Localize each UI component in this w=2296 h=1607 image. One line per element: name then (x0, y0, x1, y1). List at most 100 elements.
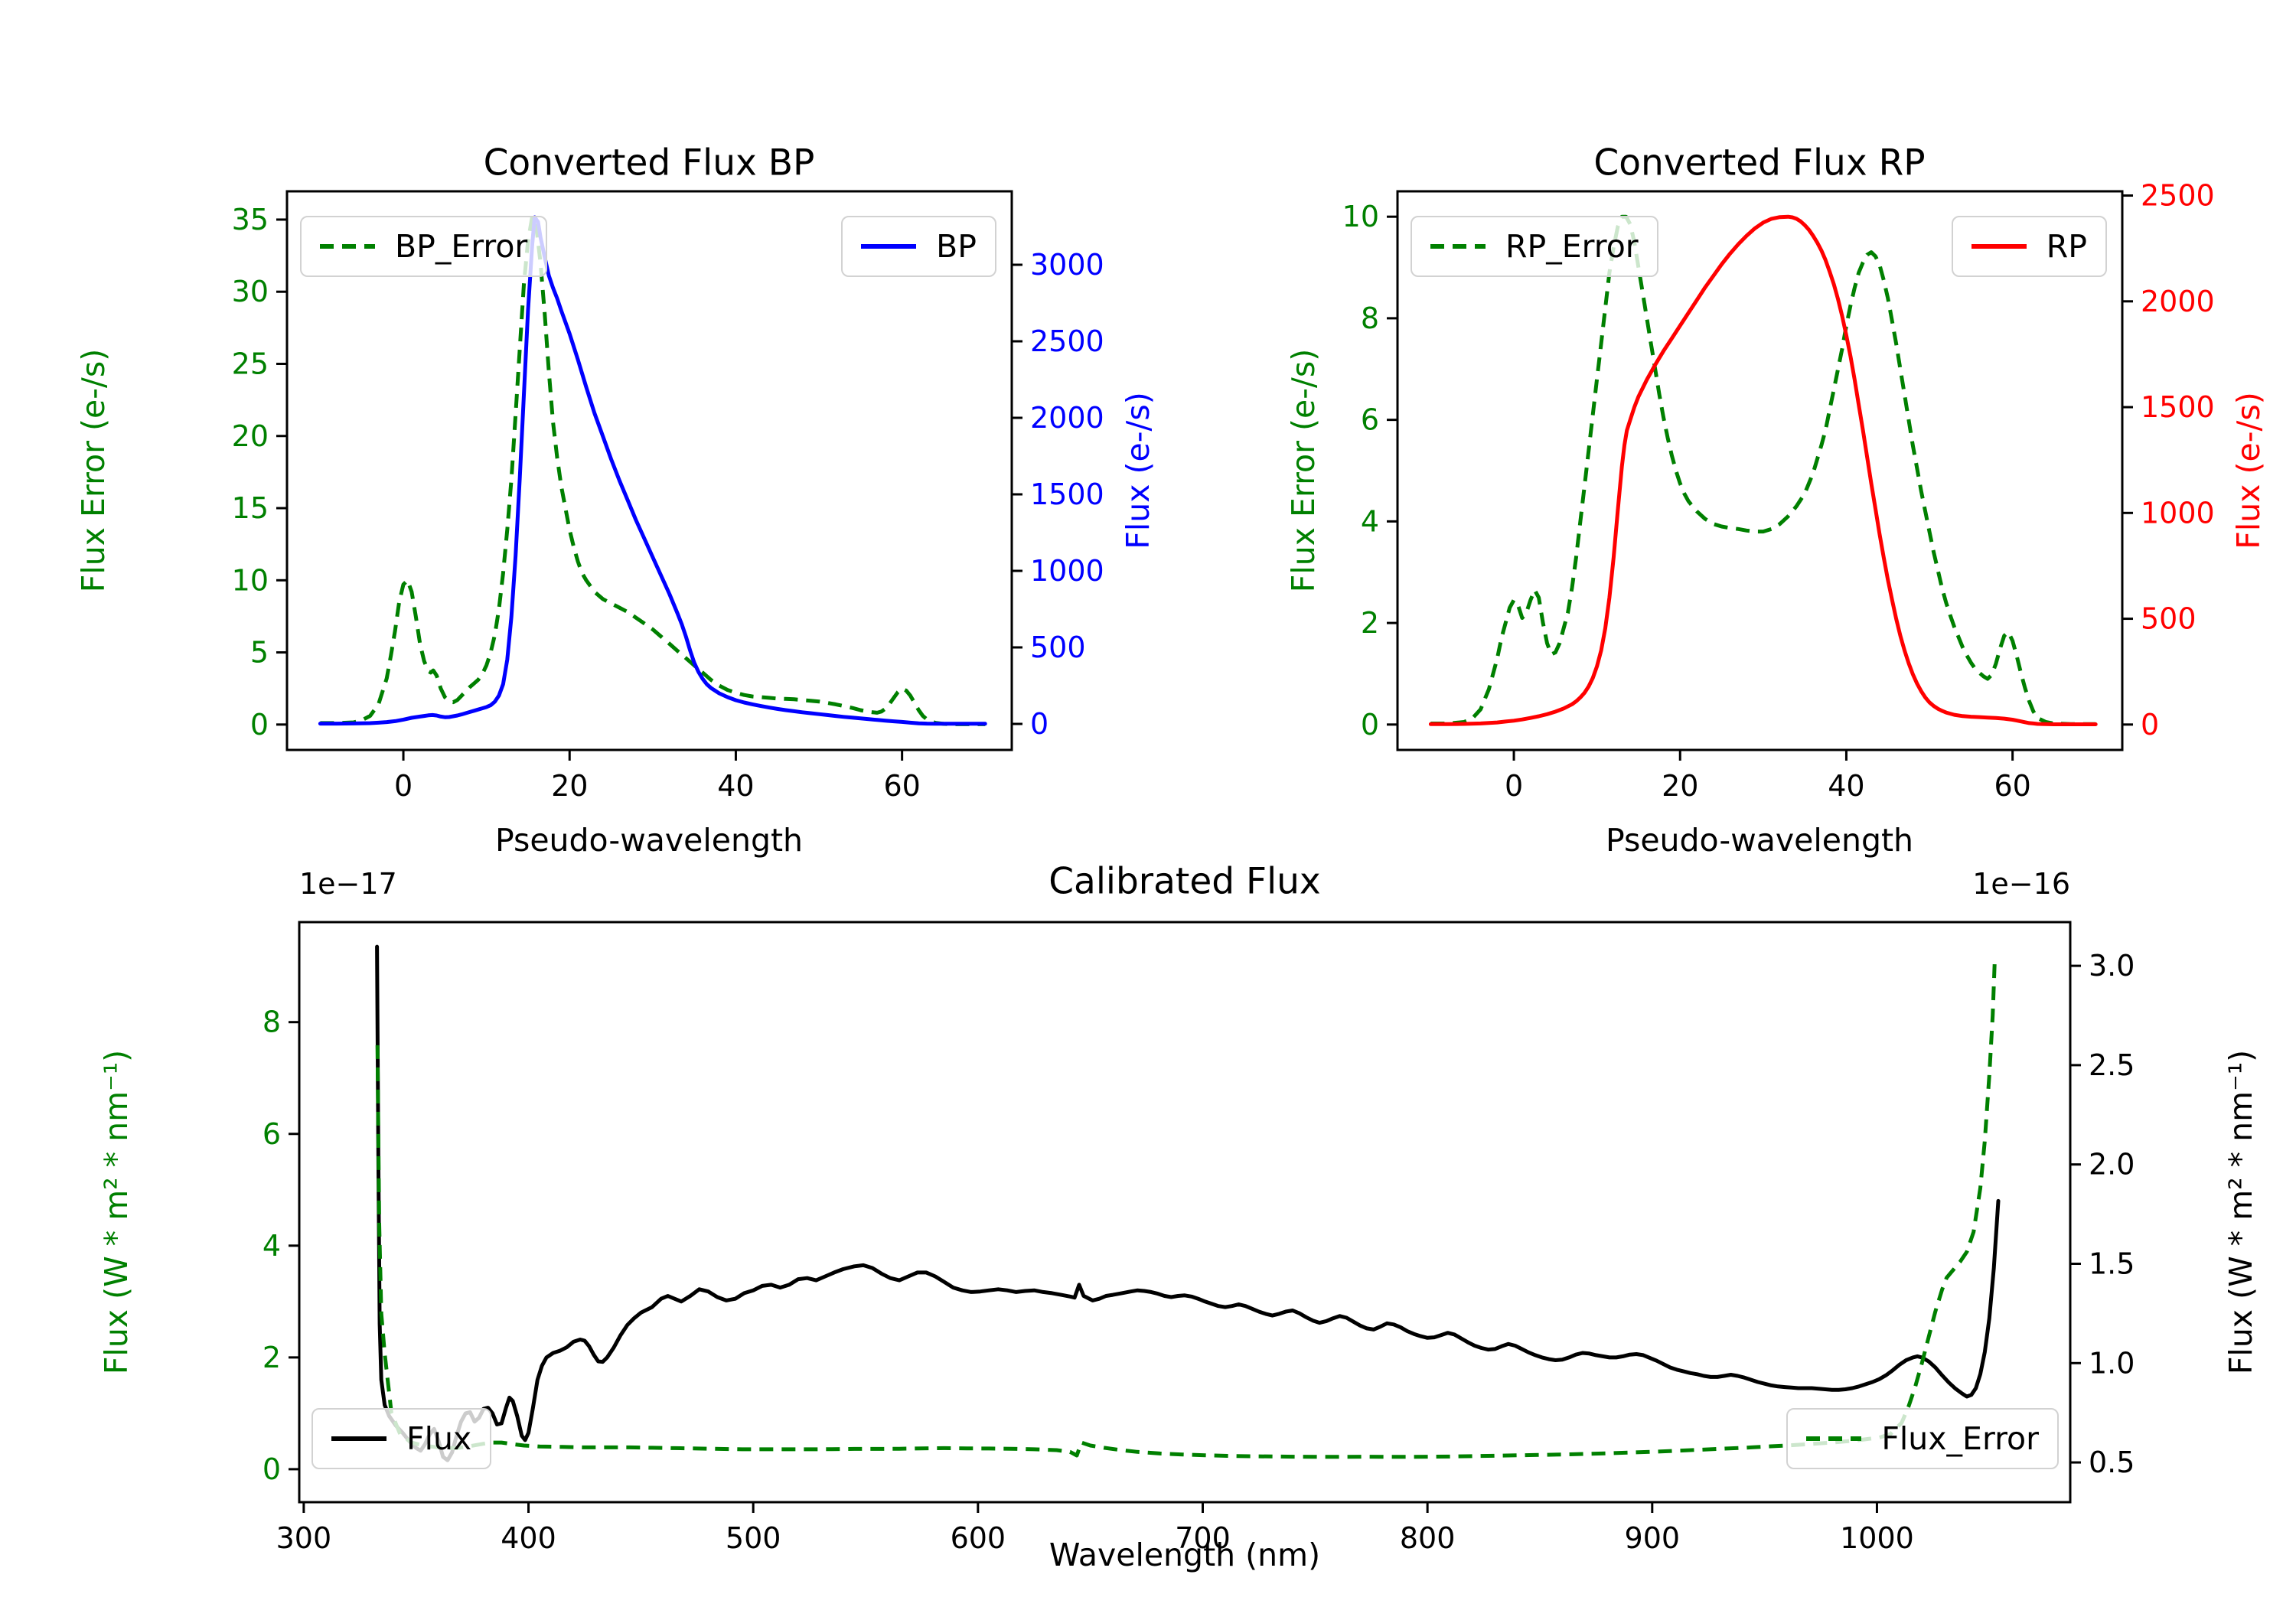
rp-legend: RP (1951, 216, 2107, 277)
tick-label: 6 (263, 1117, 281, 1151)
rp-axes-frame (1396, 190, 2124, 751)
tick-label: 2000 (1030, 401, 1104, 435)
cal-Flux-line (375, 944, 2001, 1462)
tick-label: 4 (1361, 504, 1379, 538)
tick-label: 2 (263, 1341, 281, 1374)
rp-right-axis-label: Flux (e-/s) (2230, 392, 2267, 549)
tick-label: 1500 (1030, 478, 1104, 511)
cal-Flux_Error-line (375, 956, 1998, 1459)
tick-label: 8 (1361, 302, 1379, 335)
rp-xaxis-label: Pseudo-wavelength (1605, 822, 1914, 859)
tick-label: 2500 (1030, 324, 1104, 358)
rp-RP_Error-line (1430, 214, 2096, 726)
tick-label: 1.0 (2089, 1346, 2135, 1380)
tick-label: 0 (2141, 708, 2159, 742)
tick-label: 2 (1361, 606, 1379, 640)
flux-error-legend: Flux_Error (1786, 1408, 2059, 1469)
tick-label: 3000 (1030, 248, 1104, 282)
tick-label: 40 (717, 769, 754, 803)
rp-plot-title: Converted Flux RP (1593, 142, 1926, 184)
tick-label: 60 (1994, 769, 2030, 803)
bp-BP_Error-line (320, 214, 986, 726)
tick-label: 700 (1175, 1521, 1231, 1555)
cal-plot: 300 400 500 600 700 800 900 1000 0 2 4 6 8 0.5 1.0 1.5 2… (263, 921, 2135, 1555)
tick-label: 20 (232, 419, 269, 453)
tick-label: 2.0 (2089, 1148, 2135, 1182)
bp-error-legend: BP_Error (300, 216, 548, 277)
tick-label: 0 (1505, 769, 1523, 803)
flux-error-legend-line (1806, 1436, 1862, 1441)
tick-label: 600 (951, 1521, 1006, 1555)
bp-left-axis-label: Flux Error (e-/s) (75, 348, 112, 593)
bp-error-legend-label: BP_Error (395, 228, 528, 265)
bp-legend-line (861, 244, 917, 249)
bp-right-axis-label: Flux (e-/s) (1120, 392, 1156, 549)
tick-label: 500 (726, 1521, 781, 1555)
bp-error-legend-line (320, 244, 375, 249)
bp-xaxis-label: Pseudo-wavelength (494, 822, 804, 859)
tick-label: 400 (501, 1521, 556, 1555)
rp-RP-line (1428, 214, 2098, 726)
tick-label: 6 (1361, 403, 1379, 437)
bp-legend: BP (841, 216, 996, 277)
bp-axes-frame (285, 190, 1013, 751)
flux-legend-line (331, 1436, 386, 1441)
tick-label: 15 (232, 491, 269, 525)
tick-label: 0 (250, 708, 269, 742)
tick-label: 3.0 (2089, 949, 2135, 983)
rp-legend-line (1971, 244, 2027, 249)
tick-label: 2.5 (2089, 1048, 2135, 1082)
tick-label: 500 (1030, 631, 1086, 664)
cal-axes-frame (298, 921, 2072, 1504)
tick-label: 4 (263, 1229, 281, 1263)
tick-label: 0.5 (2089, 1446, 2135, 1479)
tick-label: 60 (883, 769, 920, 803)
bp-plot: 0 20 40 60 0 5 10 15 20 25 30 35 0 500 1000 1500 2000 250… (232, 190, 1104, 803)
flux-legend: Flux (311, 1408, 492, 1469)
tick-label: 35 (232, 203, 269, 236)
tick-label: 10 (1342, 200, 1379, 233)
tick-label: 10 (232, 563, 269, 597)
tick-label: 8 (263, 1006, 281, 1039)
tick-label: 1000 (1840, 1521, 1914, 1555)
tick-label: 2500 (2141, 179, 2215, 213)
tick-label: 1000 (2141, 496, 2215, 530)
rp-legend-label: RP (2046, 228, 2087, 265)
rp-error-legend-label: RP_Error (1505, 228, 1639, 265)
tick-label: 1.5 (2089, 1247, 2135, 1280)
tick-label: 0 (263, 1452, 281, 1486)
tick-label: 0 (1361, 708, 1379, 742)
cal-right-axis-label: Flux (W * m² * nm⁻¹) (2223, 1049, 2259, 1375)
tick-label: 40 (1828, 769, 1864, 803)
bp-plot-title: Converted Flux BP (483, 142, 815, 184)
tick-label: 1000 (1030, 554, 1104, 588)
cal-left-axis-label: Flux (W * m² * nm⁻¹) (98, 1049, 135, 1375)
bp-BP-line (318, 215, 987, 726)
rp-error-legend-line (1430, 244, 1486, 249)
cal-left-offset-text: 1e−17 (299, 867, 397, 901)
tick-label: 20 (551, 769, 588, 803)
cal-right-offset-text: 1e−16 (1972, 867, 2070, 901)
tick-label: 2000 (2141, 285, 2215, 318)
tick-label: 5 (250, 636, 269, 670)
tick-label: 0 (1030, 707, 1049, 741)
tick-label: 0 (394, 769, 413, 803)
tick-label: 500 (2141, 602, 2197, 636)
flux-error-legend-label: Flux_Error (1881, 1420, 2039, 1457)
tick-label: 25 (232, 347, 269, 380)
tick-label: 1500 (2141, 390, 2215, 424)
flux-legend-label: Flux (406, 1420, 472, 1457)
tick-label: 800 (1400, 1521, 1456, 1555)
tick-label: 300 (276, 1521, 332, 1555)
rp-left-axis-label: Flux Error (e-/s) (1285, 348, 1322, 593)
tick-label: 900 (1625, 1521, 1681, 1555)
rp-plot: 0 20 40 60 0 2 4 6 8 10 0 500 1000 1500 2000 2500 (1342, 179, 2215, 803)
cal-xaxis-label: Wavelength (nm) (1049, 1537, 1321, 1573)
tick-label: 30 (232, 275, 269, 308)
bp-legend-label: BP (936, 228, 977, 265)
cal-plot-title: Calibrated Flux (1049, 860, 1321, 903)
tick-label: 20 (1662, 769, 1698, 803)
rp-error-legend: RP_Error (1411, 216, 1658, 277)
